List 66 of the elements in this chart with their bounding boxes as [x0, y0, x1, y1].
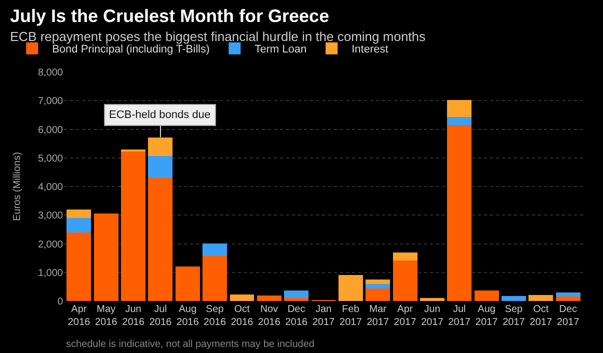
- legend-label: Bond Principal (including T-Bills): [52, 44, 210, 56]
- bar: [528, 294, 554, 301]
- bar: [501, 296, 526, 301]
- y-tick-label: 1,000: [38, 268, 64, 279]
- x-tick-label: May 2016: [94, 304, 118, 328]
- y-tick-label: 3,000: [38, 210, 64, 222]
- y-tick-label: 0: [57, 296, 64, 308]
- x-tick-label: Mar 2017: [366, 304, 390, 328]
- bar: [148, 137, 173, 156]
- bar: [202, 243, 228, 256]
- x-tick-label: Apr 2017: [394, 304, 417, 328]
- bar: [338, 275, 363, 301]
- bar: [366, 284, 390, 289]
- bar: [556, 296, 580, 301]
- bar: [148, 178, 173, 301]
- bar: [230, 294, 254, 301]
- y-tick-label: 4,000: [38, 182, 64, 193]
- x-tick-label: Aug 2016: [176, 304, 200, 328]
- legend-label: Interest: [352, 44, 388, 56]
- bar: [66, 209, 92, 218]
- x-tick-label: Jun 2016: [122, 304, 145, 328]
- bar: [94, 214, 118, 301]
- x-tick-label: Nov 2016: [258, 304, 281, 328]
- x-tick-label: Dec 2016: [285, 304, 308, 328]
- y-tick-label: 6,000: [38, 124, 64, 136]
- text: schedule is indicative, not all payments may be included: [66, 339, 314, 350]
- x-tick-label: Oct 2017: [530, 304, 552, 328]
- x-tick-label: Sep 2016: [204, 304, 226, 328]
- y-tick-label: 7,000: [38, 96, 64, 108]
- bar: [447, 125, 472, 301]
- bar: [202, 256, 228, 301]
- x-tick-label: Jan 2017: [312, 304, 336, 328]
- x-tick-label: Jun 2017: [421, 304, 444, 328]
- y-tick-label: 5,000: [38, 153, 64, 164]
- x-tick-label: Aug 2017: [475, 304, 498, 328]
- chart-subtitle: ECB repayment poses the biggest financial hurdle in the coming months: [10, 29, 426, 44]
- bar: [392, 252, 418, 261]
- bar: [447, 116, 472, 126]
- bar: [474, 290, 499, 301]
- bar: [66, 232, 92, 301]
- bar: [175, 266, 200, 301]
- bar: [256, 295, 282, 301]
- x-tick-label: Feb 2017: [340, 304, 362, 328]
- y-tick-label: 8,000: [38, 68, 64, 78]
- bar: [284, 298, 309, 301]
- chart-title: July Is the Cruelest Month for Greece: [10, 6, 330, 26]
- bar: [556, 292, 580, 297]
- x-tick-label: Apr 2016: [68, 304, 91, 328]
- x-tick-label: Jul 2016: [149, 304, 172, 328]
- bar: [420, 298, 444, 301]
- bar: [66, 218, 92, 232]
- x-tick-label: Jul 2017: [448, 304, 471, 328]
- x-tick-label: Oct 2016: [230, 304, 254, 328]
- bar: [366, 280, 390, 284]
- bar: [392, 260, 418, 301]
- y-tick-label: 2,000: [38, 239, 64, 250]
- x-tick-label: Dec 2017: [556, 304, 580, 328]
- x-tick-label: Sep 2017: [502, 304, 526, 328]
- y-axis-title: Euros (Millions): [12, 152, 23, 221]
- legend-label: Term Loan: [254, 44, 307, 56]
- bar: [148, 156, 173, 178]
- bar: [366, 288, 390, 301]
- annotation: ECB-held bonds due: [109, 109, 211, 121]
- bar: [121, 151, 146, 301]
- bar: [447, 100, 472, 117]
- bar: [284, 290, 309, 298]
